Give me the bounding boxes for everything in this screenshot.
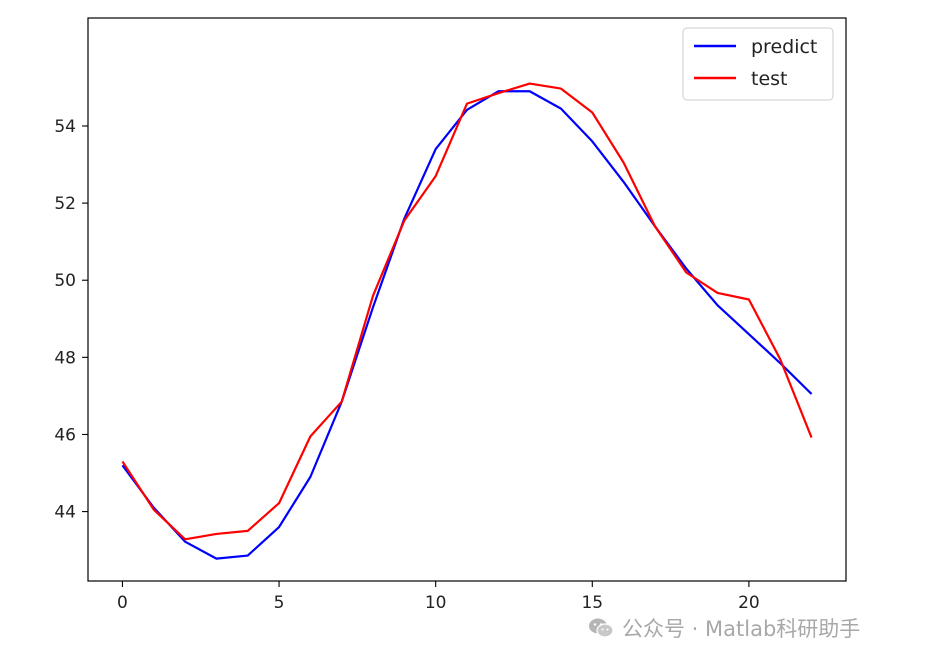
x-axis: 0 5 10 15 20 (117, 581, 760, 613)
x-tick-label: 20 (738, 593, 760, 613)
series-line-predict (121, 90, 813, 560)
y-tick-label: 52 (54, 194, 76, 214)
y-tick-label: 50 (54, 271, 76, 291)
series-lines (121, 82, 813, 560)
legend: predict test (682, 27, 834, 101)
wechat-icon (589, 618, 614, 638)
y-tick-label: 54 (54, 117, 76, 137)
x-tick-label: 10 (425, 593, 447, 613)
plot-area-frame (87, 17, 847, 582)
y-tick-label: 48 (54, 348, 76, 368)
y-tick-label: 44 (54, 503, 76, 523)
watermark-text: 公众号 · Matlab科研助手 (622, 617, 861, 641)
x-tick-label: 5 (274, 593, 285, 613)
series-line-test (121, 82, 813, 541)
watermark: 公众号 · Matlab科研助手 (588, 612, 860, 644)
y-axis: 44 46 48 50 52 54 (54, 117, 88, 523)
y-tick-label: 46 (54, 425, 76, 445)
legend-label-test: test (751, 68, 788, 90)
x-tick-label: 15 (581, 593, 603, 613)
x-tick-label: 0 (117, 593, 128, 613)
legend-label-predict: predict (751, 36, 817, 58)
